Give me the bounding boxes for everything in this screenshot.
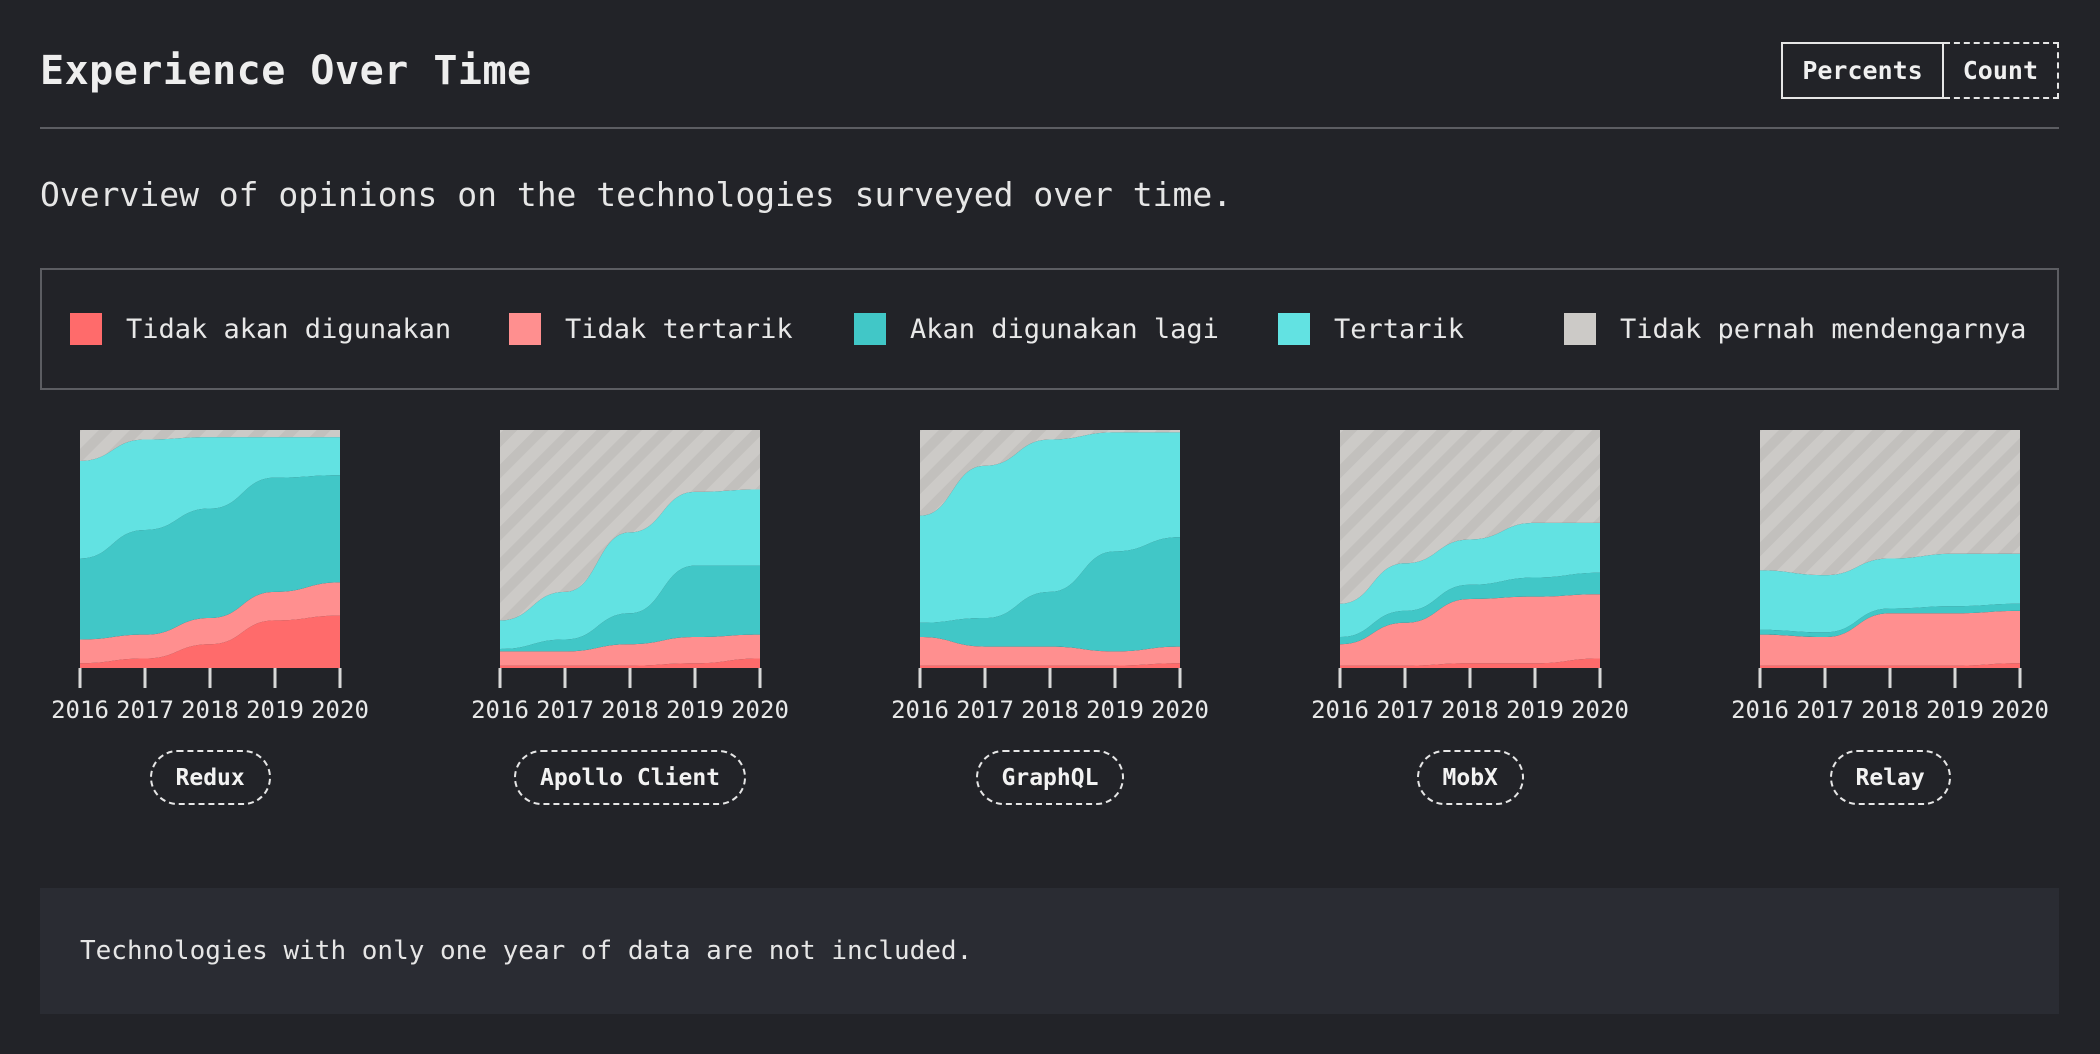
- legend-label: Tidak pernah mendengarnya: [1620, 313, 2027, 345]
- x-tick-label: 2018: [1441, 696, 1499, 724]
- area-series[interactable]: [1340, 572, 1600, 645]
- experience-charts: 2016 2017 2018 2019 2020 2016 2017 2018 2019 2020…: [51, 430, 2049, 724]
- area-chart: 2016 2017 2018 2019 2020: [1311, 430, 1629, 724]
- units-toggle: Percents Count: [1781, 42, 2059, 99]
- area-series[interactable]: [1760, 610, 2020, 666]
- area-series[interactable]: [500, 430, 760, 621]
- technology-label[interactable]: Redux: [149, 750, 271, 805]
- legend-item[interactable]: Tidak akan digunakan: [70, 270, 451, 388]
- technology-label[interactable]: Relay: [1829, 750, 1951, 805]
- legend-label: Tertarik: [1334, 313, 1465, 345]
- x-tick-label: 2017: [536, 696, 594, 724]
- x-tick-label: 2018: [1861, 696, 1919, 724]
- x-tick-label: 2016: [1731, 696, 1789, 724]
- x-tick-label: 2016: [891, 696, 949, 724]
- technology-label[interactable]: Apollo Client: [514, 750, 747, 805]
- area-series[interactable]: [80, 615, 340, 668]
- x-tick-label: 2017: [116, 696, 174, 724]
- x-tick-label: 2016: [1311, 696, 1369, 724]
- area-series[interactable]: [920, 430, 1180, 516]
- x-axis: 2016 2017 2018 2019 2020: [1311, 668, 1629, 724]
- x-tick-label: 2018: [601, 696, 659, 724]
- area-chart: 2016 2017 2018 2019 2020: [471, 430, 789, 724]
- x-tick-label: 2019: [1506, 696, 1564, 724]
- area-chart: 2016 2017 2018 2019 2020: [51, 430, 369, 724]
- x-tick-label: 2019: [1926, 696, 1984, 724]
- legend-swatch: [1278, 313, 1310, 345]
- technology-label[interactable]: MobX: [1416, 750, 1524, 805]
- section-description: Overview of opinions on the technologies…: [40, 175, 1233, 214]
- x-axis: 2016 2017 2018 2019 2020: [1731, 668, 2049, 724]
- x-tick-label: 2017: [1796, 696, 1854, 724]
- area-series[interactable]: [1340, 594, 1600, 666]
- x-tick-label: 2019: [666, 696, 724, 724]
- x-tick-label: 2018: [1021, 696, 1079, 724]
- area-series[interactable]: [80, 582, 340, 664]
- area-series[interactable]: [920, 432, 1180, 623]
- footnote: Technologies with only one year of data …: [40, 888, 2059, 1014]
- x-tick-label: 2016: [471, 696, 529, 724]
- legend-label: Tidak tertarik: [565, 313, 793, 345]
- x-tick-label: 2016: [51, 696, 109, 724]
- legend-swatch: [70, 313, 102, 345]
- area-series[interactable]: [500, 634, 760, 666]
- x-tick-label: 2020: [1151, 696, 1209, 724]
- x-tick-label: 2018: [181, 696, 239, 724]
- x-tick-label: 2019: [246, 696, 304, 724]
- x-axis: 2016 2017 2018 2019 2020: [51, 668, 369, 724]
- legend-item[interactable]: Tidak pernah mendengarnya: [1564, 270, 2026, 388]
- area-series[interactable]: [500, 489, 760, 649]
- x-axis: 2016 2017 2018 2019 2020: [471, 668, 789, 724]
- legend-swatch: [1564, 313, 1596, 345]
- x-axis: 2016 2017 2018 2019 2020: [891, 668, 1209, 724]
- area-chart: 2016 2017 2018 2019 2020: [1731, 430, 2049, 724]
- area-series[interactable]: [500, 565, 760, 652]
- legend-swatch: [854, 313, 886, 345]
- area-series[interactable]: [1760, 603, 2020, 638]
- area-series[interactable]: [1340, 522, 1600, 638]
- page-title: Experience Over Time: [40, 48, 532, 94]
- count-button[interactable]: Count: [1943, 42, 2059, 99]
- area-chart: 2016 2017 2018 2019 2020: [891, 430, 1209, 724]
- legend: Tidak akan digunakan Tidak tertarik Akan…: [40, 268, 2059, 390]
- legend-label: Akan digunakan lagi: [910, 313, 1219, 345]
- x-tick-label: 2020: [731, 696, 789, 724]
- area-series[interactable]: [80, 437, 340, 559]
- legend-item[interactable]: Tidak tertarik: [509, 270, 793, 388]
- percents-button[interactable]: Percents: [1781, 42, 1944, 99]
- area-series[interactable]: [1340, 430, 1600, 604]
- technology-label[interactable]: GraphQL: [975, 750, 1125, 805]
- area-series[interactable]: [80, 475, 340, 640]
- area-series[interactable]: [920, 537, 1180, 652]
- header: Experience Over Time Percents Count: [40, 40, 2059, 129]
- legend-label: Tidak akan digunakan: [126, 313, 452, 345]
- x-tick-label: 2020: [1991, 696, 2049, 724]
- area-series[interactable]: [80, 430, 340, 461]
- x-tick-label: 2017: [1376, 696, 1434, 724]
- legend-item[interactable]: Akan digunakan lagi: [854, 270, 1219, 388]
- area-series[interactable]: [920, 637, 1180, 666]
- legend-swatch: [509, 313, 541, 345]
- x-tick-label: 2020: [1571, 696, 1629, 724]
- area-series[interactable]: [1760, 430, 2020, 576]
- legend-item[interactable]: Tertarik: [1278, 270, 1464, 388]
- x-tick-label: 2017: [956, 696, 1014, 724]
- x-tick-label: 2020: [311, 696, 369, 724]
- area-series[interactable]: [1760, 553, 2020, 633]
- x-tick-label: 2019: [1086, 696, 1144, 724]
